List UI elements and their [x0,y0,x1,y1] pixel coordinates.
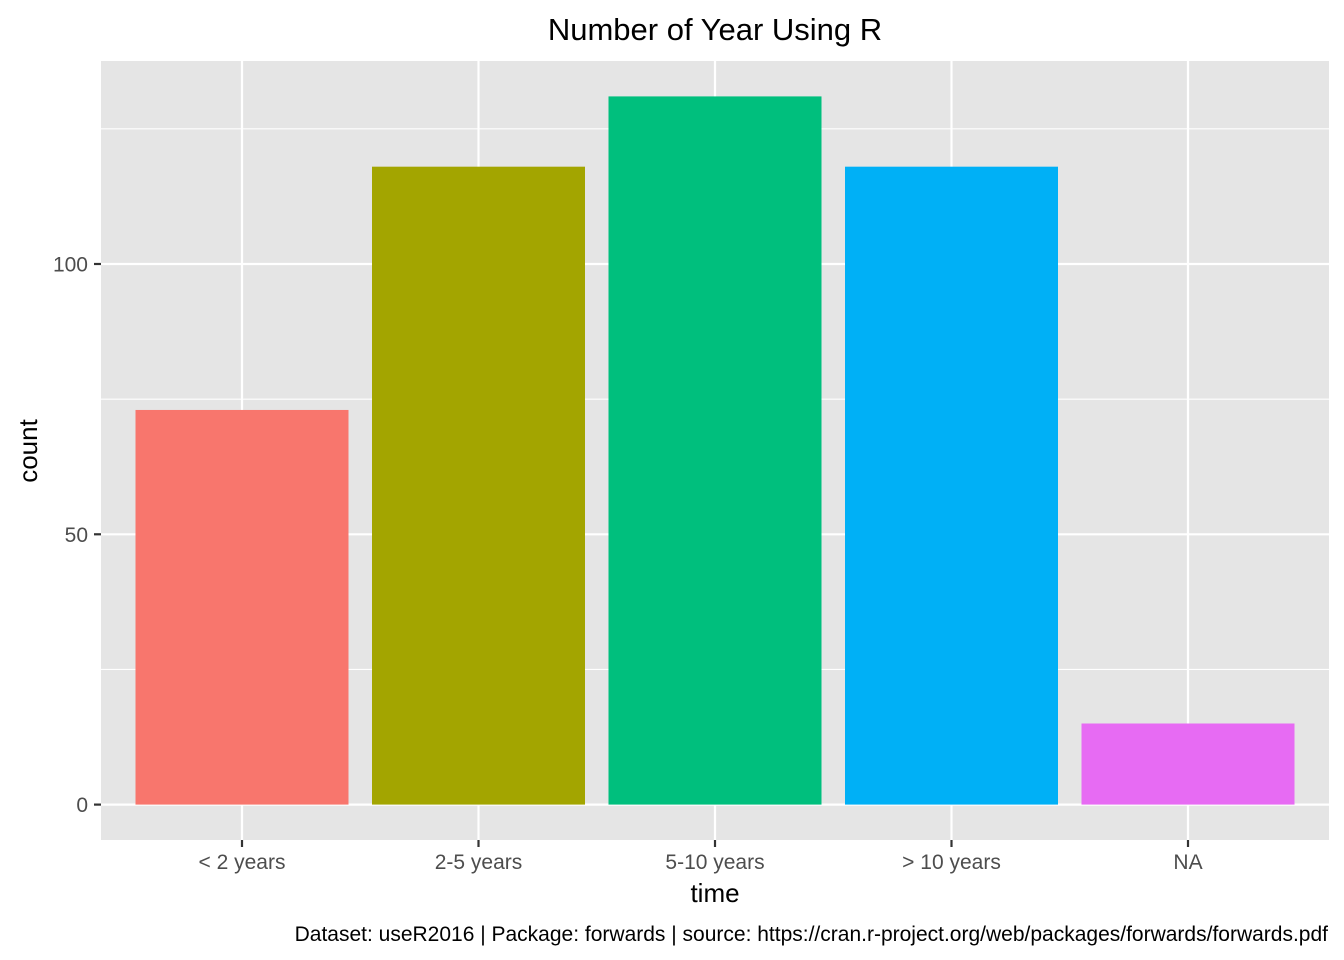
chart-caption: Dataset: useR2016 | Package: forwards | … [295,923,1329,946]
chart-title: Number of Year Using R [548,12,882,47]
x-tick-label: 5-10 years [665,851,764,874]
bar-na [1081,723,1295,805]
bar-2-5-years [372,166,585,805]
x-tick-label: > 10 years [902,851,1001,874]
x-axis-title: time [690,878,739,908]
y-tick-label: 50 [65,524,88,547]
bars [135,96,1295,805]
bar-5-10-years [608,96,822,805]
y-axis-title: count [13,418,43,482]
y-axis: 0 50 100 [53,253,101,817]
y-tick-label: 100 [53,253,88,276]
x-tick-label: NA [1173,851,1202,874]
bar-10-years [845,166,1058,805]
x-tick-label: < 2 years [199,851,286,874]
x-axis: < 2 years 2-5 years 5-10 years > 10 years NA [199,840,1203,874]
x-tick-label: 2-5 years [435,851,523,874]
y-tick-label: 0 [76,794,88,817]
bar-2-years [135,409,349,805]
